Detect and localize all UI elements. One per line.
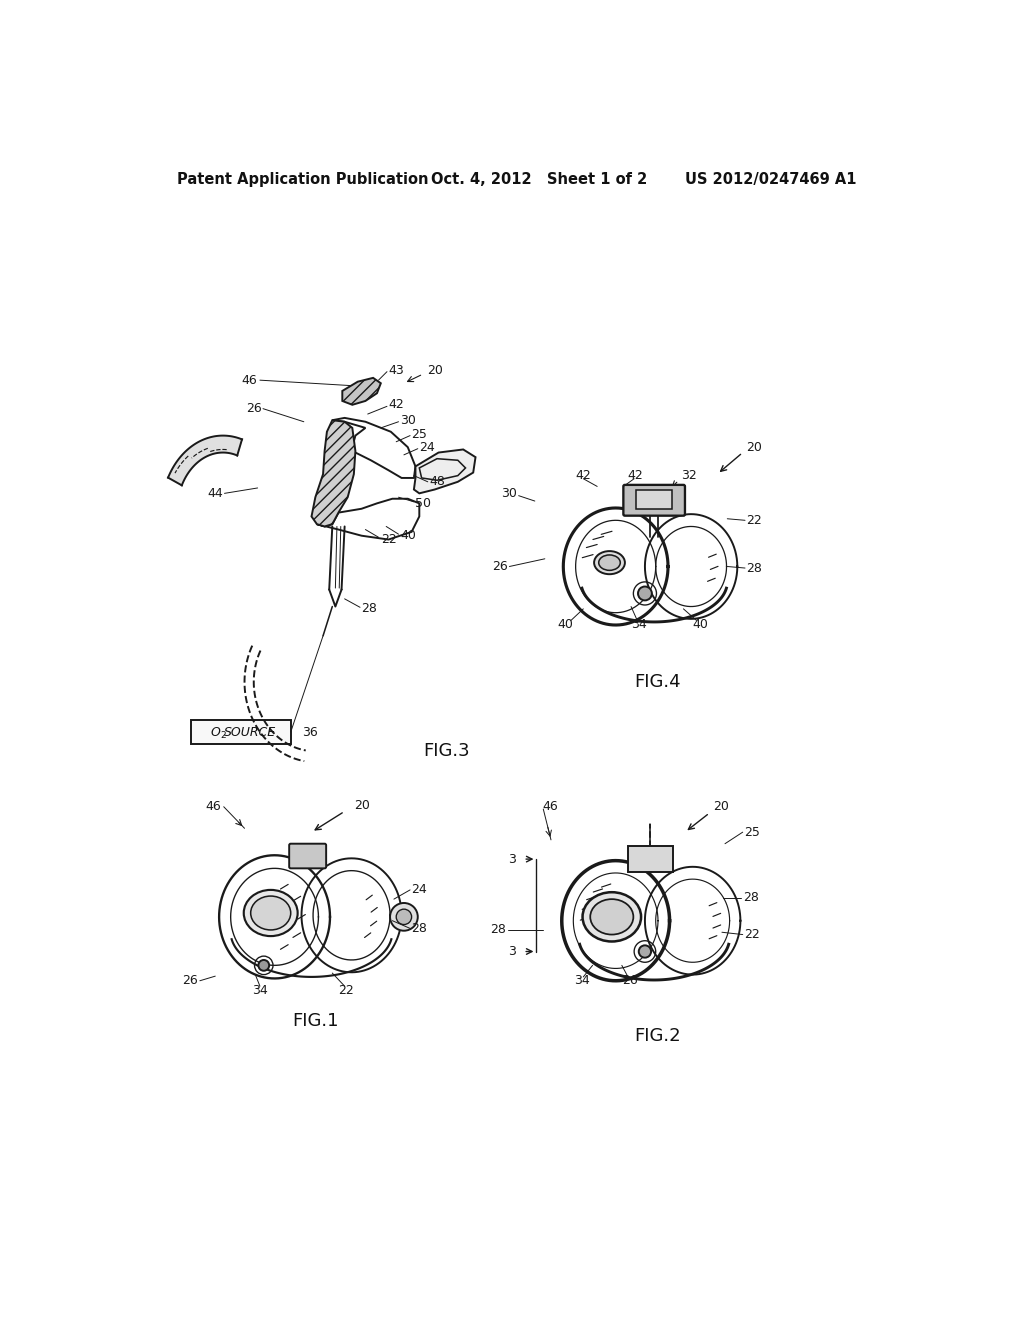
Text: 40: 40 [558, 618, 573, 631]
Text: 40: 40 [692, 618, 709, 631]
Text: Oct. 4, 2012   Sheet 1 of 2: Oct. 4, 2012 Sheet 1 of 2 [431, 173, 647, 187]
Text: 34: 34 [631, 618, 646, 631]
Text: FIG.2: FIG.2 [635, 1027, 681, 1045]
Ellipse shape [251, 896, 291, 929]
Text: 25: 25 [744, 825, 760, 838]
Text: 32: 32 [681, 469, 697, 482]
Text: 48: 48 [429, 475, 445, 488]
Text: 26: 26 [246, 403, 261, 416]
Ellipse shape [599, 554, 621, 570]
Text: 22: 22 [744, 928, 760, 941]
Text: 24: 24 [419, 441, 435, 454]
Ellipse shape [594, 552, 625, 574]
Circle shape [396, 909, 412, 924]
Text: SOURCE: SOURCE [224, 726, 276, 739]
Ellipse shape [590, 899, 634, 935]
Text: 28: 28 [361, 602, 378, 615]
Text: 25: 25 [412, 428, 427, 441]
Text: 42: 42 [388, 399, 404, 412]
Text: 26: 26 [622, 974, 637, 987]
Text: 42: 42 [628, 469, 643, 482]
Text: 30: 30 [400, 413, 416, 426]
Text: 28: 28 [746, 561, 763, 574]
Text: 28: 28 [490, 924, 506, 936]
Text: 20: 20 [713, 800, 728, 813]
Text: O: O [210, 726, 220, 739]
Text: 2: 2 [220, 731, 226, 739]
Polygon shape [168, 436, 242, 486]
Circle shape [638, 586, 652, 601]
Text: FIG.3: FIG.3 [423, 742, 470, 760]
Text: 46: 46 [206, 800, 221, 813]
Text: 3: 3 [508, 945, 515, 958]
Polygon shape [342, 378, 381, 405]
Text: 20: 20 [354, 799, 370, 812]
Text: 44: 44 [207, 487, 223, 500]
Text: 43: 43 [388, 363, 404, 376]
Text: 46: 46 [543, 800, 558, 813]
Text: 26: 26 [182, 974, 199, 987]
FancyBboxPatch shape [191, 719, 292, 744]
Text: 40: 40 [400, 529, 416, 543]
Polygon shape [311, 420, 355, 527]
FancyBboxPatch shape [289, 843, 326, 869]
Text: 3: 3 [508, 853, 515, 866]
FancyBboxPatch shape [637, 490, 672, 508]
Text: 22: 22 [746, 513, 762, 527]
Text: FIG.1: FIG.1 [292, 1012, 339, 1030]
Text: US 2012/0247469 A1: US 2012/0247469 A1 [685, 173, 856, 187]
Text: 36: 36 [302, 726, 318, 739]
Ellipse shape [244, 890, 298, 936]
Text: 24: 24 [412, 883, 427, 896]
Text: 20: 20 [427, 363, 443, 376]
Polygon shape [414, 449, 475, 494]
Text: 20: 20 [746, 441, 763, 454]
Text: 42: 42 [575, 469, 591, 482]
FancyBboxPatch shape [624, 484, 685, 516]
Ellipse shape [583, 892, 641, 941]
Circle shape [639, 945, 651, 958]
Text: 22: 22 [381, 533, 396, 546]
Text: 28: 28 [742, 891, 759, 904]
Text: 28: 28 [412, 921, 427, 935]
Text: 34: 34 [573, 974, 590, 987]
Text: 50: 50 [416, 496, 431, 510]
Text: 22: 22 [338, 983, 354, 997]
Text: 46: 46 [242, 374, 258, 387]
Text: 34: 34 [252, 983, 268, 997]
Text: FIG.4: FIG.4 [635, 673, 681, 690]
Circle shape [390, 903, 418, 931]
Circle shape [258, 960, 269, 970]
Text: Patent Application Publication: Patent Application Publication [177, 173, 428, 187]
FancyBboxPatch shape [628, 846, 673, 873]
Text: 26: 26 [493, 560, 508, 573]
Text: 30: 30 [501, 487, 517, 500]
